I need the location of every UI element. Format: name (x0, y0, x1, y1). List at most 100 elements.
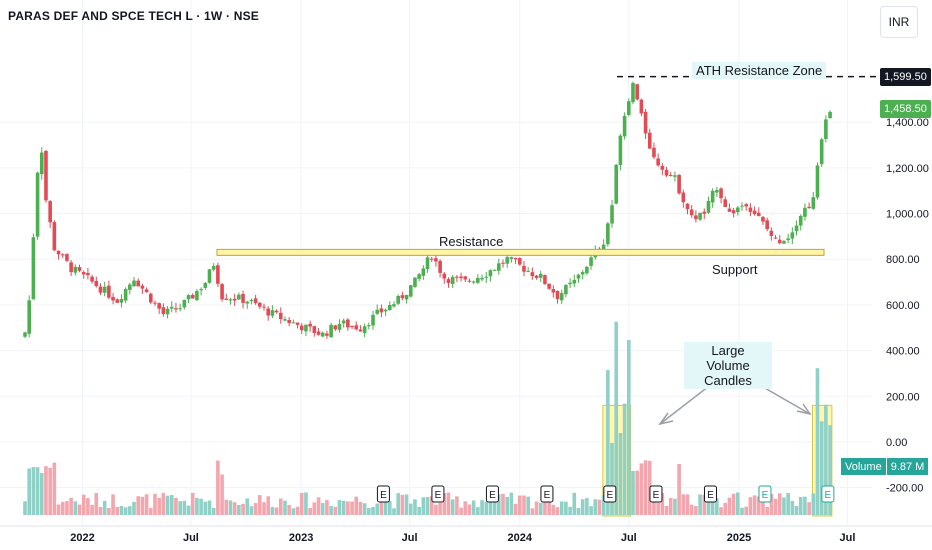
volume-bar (350, 501, 354, 515)
earnings-marker: E (431, 485, 445, 503)
y-tick-label: -200.00 (886, 483, 923, 495)
earnings-marker-box[interactable] (540, 485, 554, 503)
volume-bar (513, 503, 518, 515)
candle-body (413, 277, 417, 287)
candle-body (148, 293, 153, 303)
candle-body (647, 132, 652, 149)
earnings-marker-box[interactable] (431, 485, 445, 503)
volume-bar (148, 507, 153, 515)
volume-bar (777, 493, 782, 515)
candle-body (383, 309, 388, 312)
volume-bar (815, 368, 820, 515)
candle-body (547, 283, 551, 289)
candle-body (119, 299, 124, 303)
candle-body (245, 301, 250, 304)
volume-bar (656, 502, 660, 515)
candle-body (538, 273, 543, 278)
earnings-marker: E (821, 485, 835, 503)
currency-button[interactable]: INR (880, 6, 918, 38)
volume-bar (216, 460, 220, 515)
candle-body (782, 241, 786, 244)
volume-bar (387, 501, 392, 515)
volume-bar (597, 499, 602, 515)
volume-bar (828, 425, 832, 515)
volume-bar (308, 508, 312, 515)
volume-bar (207, 500, 212, 515)
candle-body (417, 274, 421, 279)
earnings-marker-box[interactable] (758, 485, 772, 503)
large-volume-annotation[interactable]: Large Volume Candles (684, 342, 772, 389)
volume-bar (136, 496, 141, 515)
candle-body (476, 278, 480, 283)
volume-bar (731, 493, 736, 515)
resistance-annotation[interactable]: Resistance (439, 234, 504, 249)
candle-body (341, 320, 346, 324)
candle-body (543, 275, 547, 284)
candle-body (258, 302, 262, 307)
earnings-marker-box[interactable] (376, 485, 390, 503)
candle-body (580, 272, 585, 275)
volume-bar (593, 499, 598, 515)
volume-bar (262, 502, 266, 515)
candle-body (220, 284, 224, 300)
volume-value: 9.87 M (885, 458, 929, 475)
volume-bar (538, 502, 543, 515)
candle-body (660, 165, 665, 170)
volume-bar (522, 495, 526, 515)
volume-bar (329, 506, 333, 515)
ath-zone-annotation[interactable]: ATH Resistance Zone (692, 62, 827, 79)
y-tick-label: 0.00 (886, 437, 907, 449)
volume-bar (86, 498, 90, 515)
support-annotation[interactable]: Support (712, 262, 758, 277)
candle-body (652, 147, 656, 158)
candle-body (375, 309, 380, 314)
volume-bar (362, 503, 367, 515)
candle-body (65, 254, 69, 261)
candle-body (44, 151, 48, 201)
volume-bar (786, 492, 790, 515)
candle-body (622, 115, 627, 137)
volume-bar (128, 506, 132, 515)
earnings-marker-box[interactable] (485, 485, 499, 503)
volume-bar (761, 499, 765, 515)
volume-bar (706, 500, 711, 515)
earnings-marker-box[interactable] (821, 485, 835, 503)
candle-body (299, 325, 304, 331)
volume-bar (392, 508, 396, 515)
volume-bar (291, 508, 296, 515)
volume-bar (710, 497, 715, 515)
candle-body (585, 266, 589, 274)
volume-bar (157, 497, 161, 515)
y-tick-label: 1,000.00 (886, 209, 929, 221)
volume-bar (492, 498, 497, 515)
earnings-marker: E (376, 485, 390, 503)
volume-bar (266, 496, 270, 515)
volume-bar (325, 499, 329, 515)
candle-body (773, 237, 778, 239)
candle-body (631, 82, 635, 103)
earnings-marker-box[interactable] (649, 485, 663, 503)
volume-bar (606, 370, 610, 515)
y-tick-label: 1,200.00 (886, 163, 929, 175)
candle-body (752, 210, 757, 215)
volume-bar (245, 498, 250, 515)
earnings-marker-box[interactable] (603, 485, 617, 503)
volume-bar (367, 508, 371, 515)
candle-body (723, 199, 728, 207)
volume-bar (224, 499, 229, 515)
volume-bar (756, 496, 761, 515)
earnings-marker-box[interactable] (703, 485, 717, 503)
volume-bar (258, 495, 262, 515)
candle-body (509, 257, 514, 259)
volume-bar (476, 507, 480, 515)
volume-bar (115, 507, 120, 515)
candle-body (350, 326, 354, 328)
volume-bar (39, 473, 44, 515)
candle-body (756, 212, 761, 216)
candle-body (86, 272, 90, 276)
resistance-support-band (216, 248, 825, 256)
candle-body (31, 237, 36, 300)
volume-bar (564, 501, 568, 515)
candle-body (153, 302, 157, 304)
